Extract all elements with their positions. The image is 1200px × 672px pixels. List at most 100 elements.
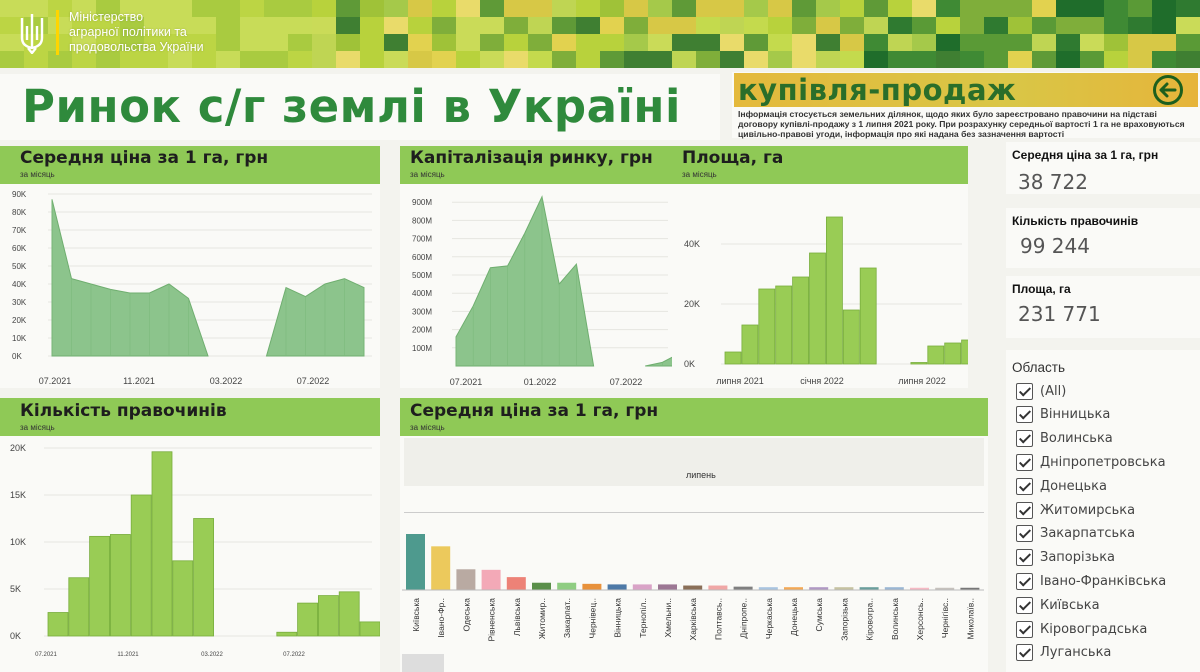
filter-item[interactable]: Кіровоградська: [1016, 618, 1147, 640]
banner-tile: [864, 17, 888, 34]
filter-item[interactable]: Волинська: [1016, 428, 1113, 450]
bar: [825, 216, 843, 365]
bar: [944, 342, 962, 365]
filter-item[interactable]: Київська: [1016, 594, 1100, 616]
banner-tile: [1152, 0, 1176, 17]
banner-tile: [960, 51, 984, 68]
banner-tile: [696, 34, 720, 51]
kpi-area: Площа, га 231 771: [1006, 276, 1200, 338]
bar: [784, 587, 803, 590]
filter-item-label: Донецька: [1040, 478, 1107, 494]
banner-tile: [576, 51, 600, 68]
banner-tile: [192, 51, 216, 68]
checkbox[interactable]: [1016, 525, 1033, 543]
filter-item[interactable]: Дніпропетровська: [1016, 451, 1166, 473]
filter-item[interactable]: Івано-Франківська: [1016, 570, 1166, 592]
banner-tile: [72, 34, 96, 51]
banner-tile: [1080, 17, 1104, 34]
banner-tile: [936, 34, 960, 51]
deals-subtitle: за місяць: [20, 423, 55, 432]
avg-price-title: Середня ціна за 1 га, грн: [20, 148, 269, 168]
checkbox[interactable]: [1016, 477, 1033, 495]
banner-tile: [1128, 0, 1152, 17]
kpi-value: 99 244: [1020, 234, 1090, 258]
banner-tile: [360, 34, 384, 51]
bar: [89, 535, 110, 637]
checkbox[interactable]: [1016, 549, 1033, 567]
x-tick-label: Хмельни..: [663, 598, 673, 638]
checkbox[interactable]: [1016, 572, 1033, 590]
banner-tile: [600, 34, 624, 51]
filter-item[interactable]: Житомирська: [1016, 499, 1135, 521]
checkbox[interactable]: [1016, 620, 1033, 638]
banner-tile: [744, 51, 768, 68]
filter-item[interactable]: Закарпатська: [1016, 523, 1135, 545]
y-tick-label: 15K: [10, 490, 26, 500]
checkbox[interactable]: [1016, 382, 1033, 400]
banner-tile: [1008, 51, 1032, 68]
y-tick-label: 500M: [412, 271, 432, 280]
y-tick-label: 800M: [412, 216, 432, 225]
banner-tile: [720, 0, 744, 17]
checkbox[interactable]: [1016, 644, 1033, 662]
banner-tile: [1008, 17, 1032, 34]
checkbox[interactable]: [1016, 406, 1033, 424]
capitalization-chart: 100M 200M 300M 400M 500M 600M 700M 800M 900M 07.2…: [412, 195, 672, 387]
capitalization-subtitle: за місяць: [410, 170, 445, 179]
banner-tile: [288, 0, 312, 17]
avg-price-header: [0, 146, 380, 184]
filter-item-label: Дніпропетровська: [1040, 454, 1166, 470]
filter-item[interactable]: Луганська: [1016, 642, 1111, 664]
banner-tile: [528, 34, 552, 51]
scrollbar-thumb[interactable]: [402, 654, 444, 672]
banner-tile: [72, 17, 96, 34]
banner-tile: [1176, 17, 1200, 34]
checkbox[interactable]: [1016, 430, 1033, 448]
x-tick-label: Волинська: [890, 598, 900, 640]
banner-tile: [480, 17, 504, 34]
filter-item[interactable]: (All): [1016, 380, 1066, 402]
banner-tile: [504, 51, 528, 68]
checkbox[interactable]: [1016, 501, 1033, 519]
banner-tile: [552, 34, 576, 51]
banner-tile: [192, 0, 216, 17]
banner-tile: [240, 17, 264, 34]
banner-tile: [984, 0, 1008, 17]
deals-header: [0, 398, 380, 436]
banner-tile: [168, 51, 192, 68]
banner-tile: [720, 51, 744, 68]
banner-tile: [456, 51, 480, 68]
banner-tile: [672, 51, 696, 68]
banner-tile: [1080, 0, 1104, 17]
banner-tile: [384, 51, 408, 68]
banner-tile: [120, 51, 144, 68]
filter-item[interactable]: Вінницька: [1016, 404, 1110, 426]
arrow-left-circle-icon[interactable]: [1152, 74, 1184, 106]
y-tick-label: 10K: [12, 334, 27, 343]
area-subtitle: за місяць: [682, 170, 717, 179]
x-tick-label: 03.2022: [201, 652, 223, 658]
banner-tile: [120, 0, 144, 17]
banner-tile: [0, 51, 24, 68]
banner-tile: [168, 34, 192, 51]
banner-tile: [456, 34, 480, 51]
checkbox[interactable]: [1016, 596, 1033, 614]
capitalization-title: Капіталізація ринку, грн: [410, 148, 653, 168]
bar: [68, 577, 90, 637]
banner-tile: [24, 0, 48, 17]
banner-tile: [360, 0, 384, 17]
filter-item[interactable]: Запорізька: [1016, 547, 1115, 569]
deals-title: Кількість правочинів: [20, 401, 227, 421]
banner-tile: [792, 17, 816, 34]
filter-item-label: Запорізька: [1040, 550, 1116, 566]
filter-item[interactable]: Донецька: [1016, 475, 1107, 497]
bar: [809, 252, 826, 365]
avg-price-subtitle: за місяць: [20, 170, 55, 179]
kpi-value: 231 771: [1018, 302, 1101, 326]
x-tick-label: Черкаська: [764, 598, 774, 639]
banner-tile: [576, 17, 600, 34]
banner-tile: [1032, 34, 1056, 51]
banner-tile: [288, 51, 312, 68]
banner-tile: [960, 0, 984, 17]
checkbox[interactable]: [1016, 453, 1033, 471]
